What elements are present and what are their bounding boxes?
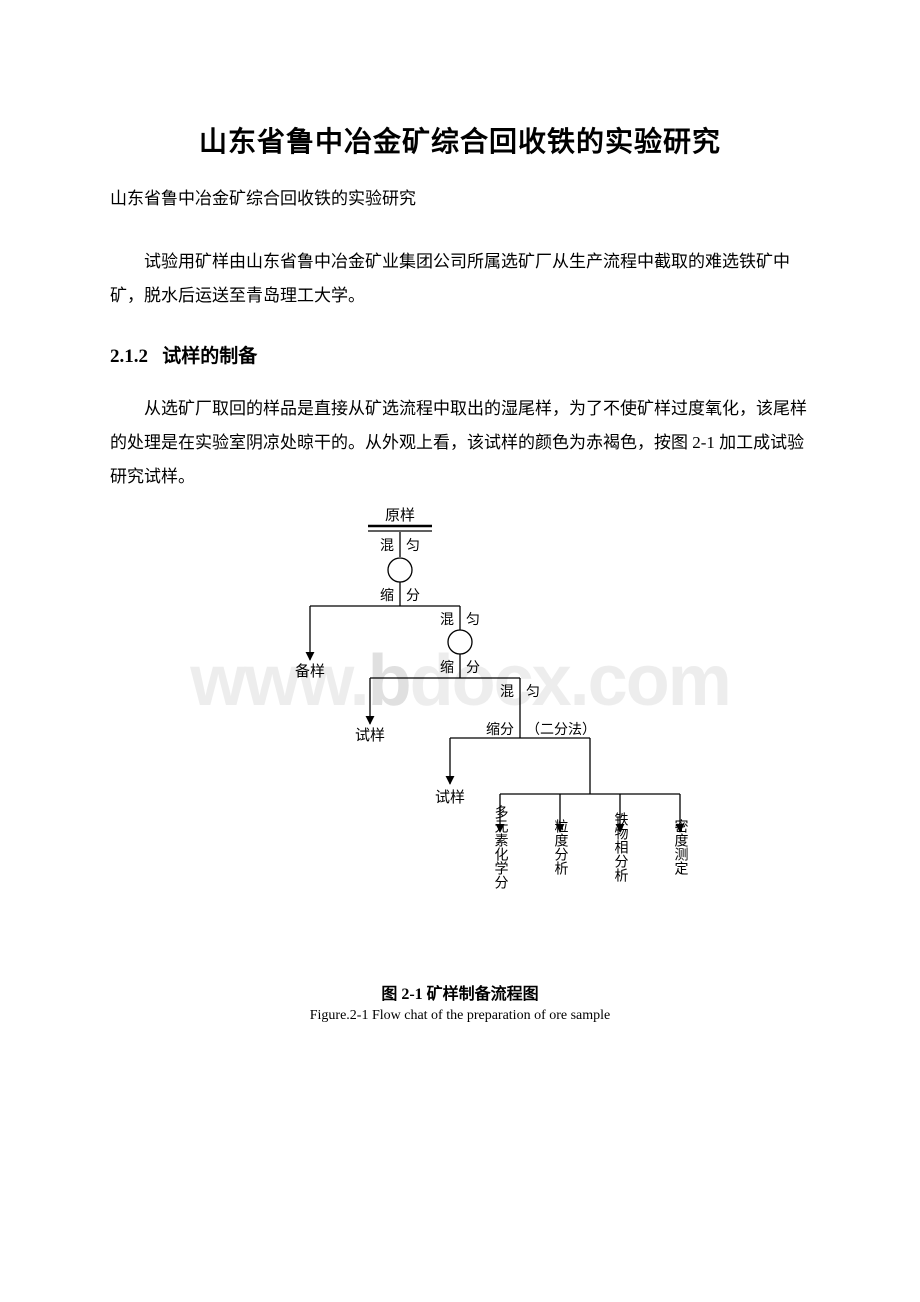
node-yun-2: 匀 [466, 612, 480, 628]
node-suo-1: 缩 [380, 588, 394, 604]
section-header: 2.1.2 试样的制备 [110, 341, 810, 368]
leaf-4: 密度测定 [673, 818, 689, 876]
figure-caption-cn: 图 2-1 矿样制备流程图 [200, 980, 720, 1004]
section-title: 试样的制备 [162, 346, 257, 367]
node-erfenfa: （二分法） [526, 722, 596, 738]
leaf-3: 铁物相分析 [613, 812, 629, 882]
node-shiyang-1: 试样 [355, 727, 385, 744]
node-hun-1: 混 [380, 538, 394, 554]
node-beiyang: 备样 [295, 663, 325, 680]
figure-caption-en: Figure.2-1 Flow chat of the preparation … [200, 1008, 720, 1024]
node-hun-3: 混 [500, 684, 514, 700]
node-fen-2: 分 [466, 660, 480, 676]
section-number: 2.1.2 [110, 346, 148, 367]
node-suofen: 缩分 [486, 722, 514, 738]
paragraph-1: 试验用矿样由山东省鲁中冶金矿业集团公司所属选矿厂从生产流程中截取的难选铁矿中矿，… [110, 245, 810, 313]
node-hun-2: 混 [440, 612, 454, 628]
node-yun-1: 匀 [406, 538, 420, 554]
node-yun-3: 匀 [526, 684, 540, 700]
page-content: 山东省鲁中冶金矿综合回收铁的实验研究 山东省鲁中冶金矿综合回收铁的实验研究 试验… [110, 120, 810, 1024]
flowchart-diagram: 原样 混 匀 缩 分 备样 混 匀 缩 分 [200, 502, 720, 1024]
sub-title: 山东省鲁中冶金矿综合回收铁的实验研究 [110, 184, 810, 209]
node-shiyang-2: 试样 [435, 789, 465, 806]
leaf-1: 多元素化学分 [493, 804, 509, 890]
node-fen-1: 分 [406, 588, 420, 604]
leaf-2: 粒度分析 [553, 819, 569, 875]
node-suo-2: 缩 [440, 660, 454, 676]
main-title: 山东省鲁中冶金矿综合回收铁的实验研究 [110, 120, 810, 160]
node-yuanyang: 原样 [385, 507, 415, 524]
paragraph-2: 从选矿厂取回的样品是直接从矿选流程中取出的湿尾样，为了不使矿样过度氧化，该尾样的… [110, 392, 810, 494]
